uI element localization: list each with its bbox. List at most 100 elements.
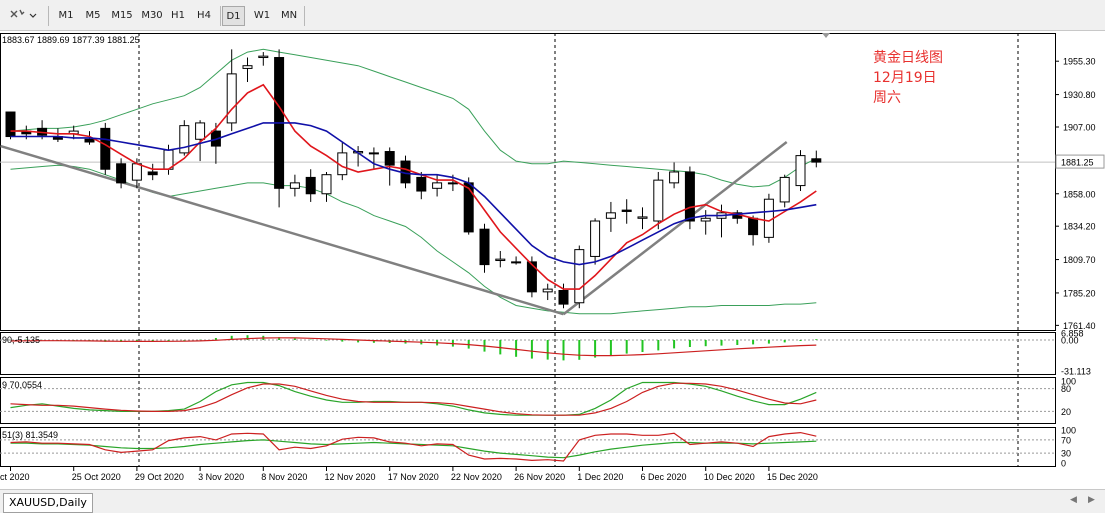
candle-bearish [558, 289, 569, 305]
date-axis-label: 3 Nov 2020 [198, 472, 244, 482]
date-axis-label: 17 Nov 2020 [388, 472, 439, 482]
rsi-scale-label: 0 [1061, 459, 1066, 469]
rsi-scale-label: 30 [1061, 449, 1071, 459]
pane-frame [0, 33, 1056, 331]
price-scale-label: 1809.70 [1063, 255, 1096, 265]
rsi-main-line [10, 431, 817, 462]
stochastic-scale-label: 100 [1061, 377, 1076, 387]
macd-scale-label: 6.858 [1061, 329, 1084, 339]
candle-bearish [384, 151, 395, 166]
rsi-scale-label: 100 [1061, 426, 1076, 436]
candle-bullish [242, 65, 253, 69]
annotation-line-2: 12月19日 [873, 70, 937, 86]
current-price-label: 1881.25 [1061, 158, 1094, 168]
pane-frame [0, 332, 1056, 375]
candle-bearish [5, 111, 16, 138]
timeframe-h4-button[interactable]: H4 [197, 10, 211, 21]
candle-bullish [258, 55, 269, 59]
macd-label: 90,-5.135 [2, 335, 40, 345]
date-axis-label: 12 Nov 2020 [325, 472, 376, 482]
timeframe-h1-button[interactable]: H1 [171, 10, 185, 21]
annotation-line-3: 周六 [873, 90, 901, 106]
trendline-down [0, 144, 564, 316]
stochastic-scale-label: 80 [1061, 384, 1071, 394]
macd-scale-label: -31.113 [1061, 367, 1091, 377]
timeframe-m15-button[interactable]: M15 [111, 10, 133, 21]
toolbar-separator [304, 6, 305, 26]
timeframe-mn-button[interactable]: MN [280, 10, 298, 21]
candle-bearish [621, 209, 632, 212]
date-axis-label: 25 Oct 2020 [72, 472, 121, 482]
candle-bearish [147, 171, 158, 176]
candle-bullish [226, 73, 237, 124]
bollinger-lower-line [10, 164, 817, 315]
candle-bullish [179, 125, 190, 154]
date-axis-label: 6 Dec 2020 [641, 472, 687, 482]
chart-tab-xauusd-daily[interactable]: XAUUSD,Daily [3, 493, 93, 513]
macd-scale-label: 0.00 [1061, 336, 1079, 346]
candle-bearish [84, 138, 95, 143]
candle-bearish [116, 163, 127, 184]
date-axis-label: 26 Nov 2020 [514, 472, 565, 482]
tab-scroll-left-icon[interactable]: ◀ [1070, 495, 1077, 505]
annotation-line-1: 黄金日线图 [873, 49, 943, 66]
price-scale-label: 1785.20 [1063, 288, 1096, 298]
candle-bullish [131, 163, 142, 181]
bollinger-upper-line [10, 48, 817, 188]
toolbar-separator [220, 6, 221, 26]
price-scale-label: 1955.30 [1063, 57, 1096, 67]
pane-frame [0, 427, 1056, 467]
price-scale-label: 1930.80 [1063, 90, 1096, 100]
crosshair-cursor-icon-graphic [10, 9, 37, 18]
candle-bearish [526, 261, 537, 293]
date-axis-label: 10 Dec 2020 [704, 472, 755, 482]
chart-shift-marker-icon [822, 33, 830, 38]
price-scale-label: 1858.00 [1063, 189, 1096, 199]
timeframe-w1-button[interactable]: W1 [253, 10, 271, 21]
date-axis-label: 15 Dec 2020 [767, 472, 818, 482]
pane-frame [0, 377, 1056, 424]
candle-bullish [447, 182, 458, 185]
stochastic-signal-line [10, 382, 817, 416]
candle-bullish [637, 216, 648, 219]
rsi-scale-label: 70 [1061, 435, 1071, 445]
ohlc-readout: 1883.67 1889.69 1877.39 1881.25 [2, 35, 140, 45]
rsi-label: 51(3) 81.3549 [2, 430, 58, 440]
candle-bullish [511, 261, 522, 264]
candle-bullish [368, 152, 379, 155]
rsi-signal-line [10, 439, 817, 459]
price-scale-label: 1834.20 [1063, 222, 1096, 232]
toolbar-separator [48, 6, 49, 26]
fast-moving-average-line [10, 83, 817, 290]
candle-bullish [590, 220, 601, 257]
stochastic-scale-label: 20 [1061, 407, 1071, 417]
date-axis-label: ct 2020 [0, 472, 30, 482]
candle-bullish [653, 179, 664, 222]
candle-bullish [195, 122, 206, 140]
candle-bullish [669, 171, 680, 184]
candle-bullish [700, 217, 711, 222]
timeframe-toolbar: M1 M5 M15 M30 H1 H4 D1 W1 MN [0, 0, 1105, 31]
trendline-up [562, 141, 788, 316]
macd-signal-line [10, 337, 817, 357]
price-scale-label: 1907.00 [1063, 123, 1096, 133]
tab-scroll-right-icon[interactable]: ▶ [1088, 495, 1095, 505]
candle-bearish [305, 176, 316, 195]
timeframe-m1-button[interactable]: M1 [58, 10, 74, 21]
stochastic-label: 9 70.0554 [2, 380, 42, 390]
chart-area[interactable]: 1955.30 1930.80 1907.00 1858.00 1834.20 1809.… [0, 31, 1105, 489]
candle-bearish [416, 176, 427, 192]
timeframe-d1-button[interactable]: D1 [222, 6, 245, 26]
candle-bearish [463, 182, 474, 233]
candle-bullish [542, 288, 553, 293]
candle-bearish [479, 228, 490, 266]
candle-bullish [432, 182, 443, 189]
candle-bullish [574, 249, 585, 304]
crosshair-cursor-icon[interactable] [8, 7, 38, 24]
date-axis-label: 22 Nov 2020 [451, 472, 502, 482]
timeframe-m30-button[interactable]: M30 [141, 10, 163, 21]
date-axis-label: 8 Nov 2020 [261, 472, 307, 482]
candle-bullish [795, 155, 806, 187]
timeframe-m5-button[interactable]: M5 [85, 10, 101, 21]
candle-bullish [605, 212, 616, 219]
